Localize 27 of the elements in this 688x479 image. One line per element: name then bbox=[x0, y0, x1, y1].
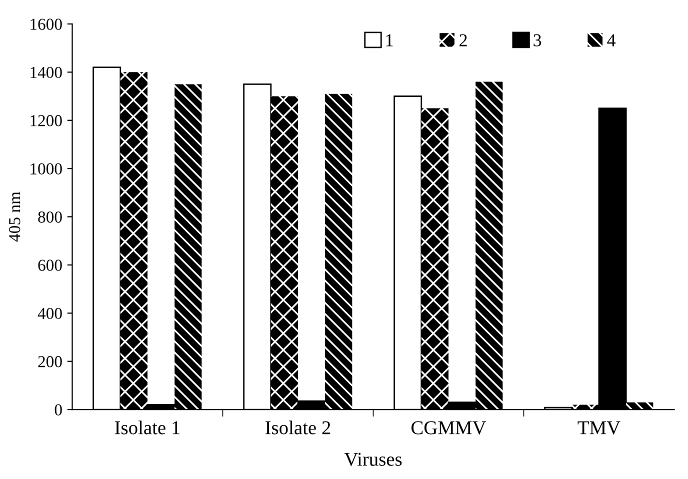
legend-label: 1 bbox=[386, 34, 393, 46]
legend-label: 3 bbox=[534, 34, 542, 46]
bar bbox=[325, 94, 352, 410]
x-tick-label: Isolate 1 bbox=[114, 420, 180, 434]
y-tick-label: 1400 bbox=[30, 66, 62, 78]
y-tick-label: 400 bbox=[38, 308, 62, 320]
legend-label: 2 bbox=[460, 34, 467, 46]
bar bbox=[421, 108, 448, 410]
x-tick-label: TMV bbox=[578, 421, 620, 434]
x-axis-title: Viruses bbox=[344, 452, 402, 466]
bar bbox=[626, 402, 654, 410]
bar bbox=[572, 404, 599, 410]
y-axis-title: 405 nm bbox=[8, 192, 20, 242]
y-tick-label: 0 bbox=[54, 404, 62, 416]
y-tick-label: 1000 bbox=[30, 163, 62, 174]
bar bbox=[270, 96, 298, 410]
bar bbox=[476, 82, 503, 410]
bar bbox=[120, 72, 148, 410]
x-tick-label: Isolate 2 bbox=[265, 420, 330, 434]
x-tick-label: CGMMV bbox=[411, 421, 486, 434]
legend-label: 4 bbox=[607, 34, 616, 46]
y-tick-label: 1600 bbox=[30, 18, 62, 30]
y-tick-label: 200 bbox=[38, 356, 62, 368]
y-tick-label: 600 bbox=[38, 260, 62, 271]
y-tick-label: 800 bbox=[38, 211, 62, 223]
bar bbox=[174, 84, 202, 410]
y-tick-label: 1200 bbox=[30, 115, 62, 126]
